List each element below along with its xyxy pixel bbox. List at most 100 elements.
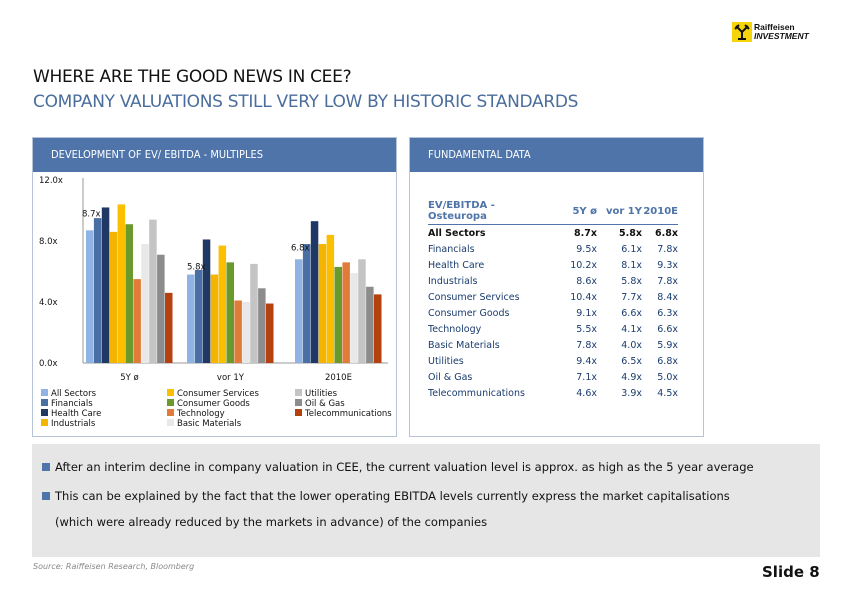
table-row: All Sectors 8.7x 5.8x 6.8x [428, 225, 678, 242]
legend-label: Telecommunications [304, 409, 392, 419]
sector-cell: Basic Materials [428, 339, 500, 351]
fundamental-data-title: FUNDAMENTAL DATA [428, 148, 531, 161]
bullet-square-icon [42, 492, 50, 500]
table-row: Technology 5.5x 4.1x 6.6x [428, 321, 678, 337]
1y-cell: 7.7x [621, 291, 642, 303]
chart-panel-title: DEVELOPMENT OF EV/ EBITDA - MULTIPLES [51, 148, 264, 161]
legend-label: Utilities [305, 389, 338, 399]
bar-health-care [310, 221, 319, 363]
bullet-2-text: This can be explained by the fact that t… [55, 489, 730, 503]
commentary-bullet-1: After an interim decline in company valu… [42, 460, 754, 474]
5y-cell: 10.4x [570, 291, 597, 303]
bar-technology [342, 262, 350, 363]
sector-cell: Health Care [428, 259, 485, 271]
2010e-cell: 6.6x [657, 323, 678, 335]
5y-cell: 8.6x [576, 275, 597, 287]
y-tick-label: 4.0x [39, 298, 58, 308]
bar-oil-gas [258, 288, 266, 363]
fundamental-data-table: EV/EBITDA - Osteuropa 5Y ø vor 1Y 2010E … [428, 200, 678, 401]
x-category-label: 2010E [325, 373, 352, 383]
5y-cell: 8.7x [574, 227, 597, 239]
table-row: Utilities 9.4x 6.5x 6.8x [428, 353, 678, 369]
bar-financials [194, 269, 203, 363]
bar-technology [234, 300, 242, 363]
5y-cell: 4.6x [576, 387, 597, 399]
bullet-square-icon [42, 463, 50, 471]
legend-label: Technology [176, 409, 225, 419]
bar-consumer-goods [226, 262, 234, 363]
table-row: Basic Materials 7.8x 4.0x 5.9x [428, 337, 678, 353]
raiffeisen-logo: Raiffeisen INVESTMENT [732, 22, 824, 44]
5y-cell: 10.2x [570, 259, 597, 271]
y-tick-label: 0.0x [39, 359, 58, 369]
bar-oil-gas [366, 286, 374, 363]
legend-label: Oil & Gas [305, 399, 345, 409]
bar-consumer-services [218, 245, 227, 363]
bar-telecommunications [165, 292, 173, 363]
x-category-label: vor 1Y [217, 373, 245, 383]
chart-panel-header: DEVELOPMENT OF EV/ EBITDA - MULTIPLES [33, 138, 396, 172]
2010e-cell: 5.9x [657, 339, 678, 351]
bar-financials [93, 218, 102, 363]
logo-text: Raiffeisen INVESTMENT [754, 23, 809, 41]
legend-label: Financials [51, 399, 93, 409]
logo-line2: INVESTMENT [754, 31, 809, 41]
1y-cell: 6.1x [621, 243, 642, 255]
legend-swatch [41, 399, 48, 406]
2010e-cell: 6.3x [657, 307, 678, 319]
legend-swatch [295, 409, 302, 416]
sector-cell: Oil & Gas [428, 371, 473, 383]
fundamental-data-header: FUNDAMENTAL DATA [410, 138, 703, 172]
bar-industrials [210, 274, 219, 363]
5y-cell: 9.1x [576, 307, 597, 319]
5y-cell: 7.1x [576, 371, 597, 383]
bullet-1-text: After an interim decline in company valu… [55, 460, 754, 474]
table-row: Telecommunications 4.6x 3.9x 4.5x [428, 385, 678, 401]
1y-cell: 4.0x [621, 339, 642, 351]
bar-basic-materials [141, 244, 149, 363]
legend-swatch [167, 399, 174, 406]
2010e-cell: 6.8x [657, 355, 678, 367]
y-tick-label: 8.0x [39, 237, 58, 247]
bar-oil-gas [157, 254, 165, 363]
table-header-1y: vor 1Y [597, 200, 642, 225]
legend-swatch [167, 409, 174, 416]
1y-cell: 3.9x [621, 387, 642, 399]
legend-label: Basic Materials [177, 419, 242, 429]
sector-cell: Technology [428, 323, 482, 335]
page-title: WHERE ARE THE GOOD NEWS IN CEE? [33, 67, 352, 87]
bar-industrials [109, 231, 118, 363]
sector-cell: Financials [428, 243, 475, 255]
chart-panel: DEVELOPMENT OF EV/ EBITDA - MULTIPLES 12… [32, 137, 397, 437]
page-subtitle: COMPANY VALUATIONS STILL VERY LOW BY HIS… [33, 92, 579, 112]
bar-telecommunications [374, 294, 382, 363]
2010e-cell: 7.8x [657, 275, 678, 287]
bar-consumer-goods [125, 224, 133, 363]
sector-cell: All Sectors [428, 227, 486, 239]
raiffeisen-logo-icon [732, 22, 752, 42]
table-row: Financials 9.5x 6.1x 7.8x [428, 241, 678, 257]
legend-swatch [295, 399, 302, 406]
fundamental-data-panel: FUNDAMENTAL DATA [409, 137, 704, 437]
1y-cell: 5.8x [621, 275, 642, 287]
group-value-label: 5.8x [187, 263, 206, 273]
table-row: Health Care 10.2x 8.1x 9.3x [428, 257, 678, 273]
table-header-5y: 5Y ø [552, 200, 597, 225]
legend-swatch [41, 389, 48, 396]
commentary-bullet-2: This can be explained by the fact that t… [42, 489, 730, 503]
logo-line1: Raiffeisen [754, 22, 795, 32]
5y-cell: 7.8x [576, 339, 597, 351]
sector-cell: Telecommunications [428, 387, 525, 399]
bar-basic-materials [350, 273, 358, 363]
bar-utilities [250, 263, 258, 363]
legend-label: All Sectors [51, 389, 97, 399]
1y-cell: 4.9x [621, 371, 642, 383]
table-row: Consumer Goods 9.1x 6.6x 6.3x [428, 305, 678, 321]
bar-health-care [202, 239, 211, 363]
bar-telecommunications [266, 303, 274, 363]
2010e-cell: 6.8x [655, 227, 678, 239]
x-category-label: 5Y ø [120, 373, 139, 383]
bar-consumer-services [326, 234, 335, 363]
bar-all-sectors [86, 230, 94, 363]
bar-health-care [101, 207, 110, 363]
